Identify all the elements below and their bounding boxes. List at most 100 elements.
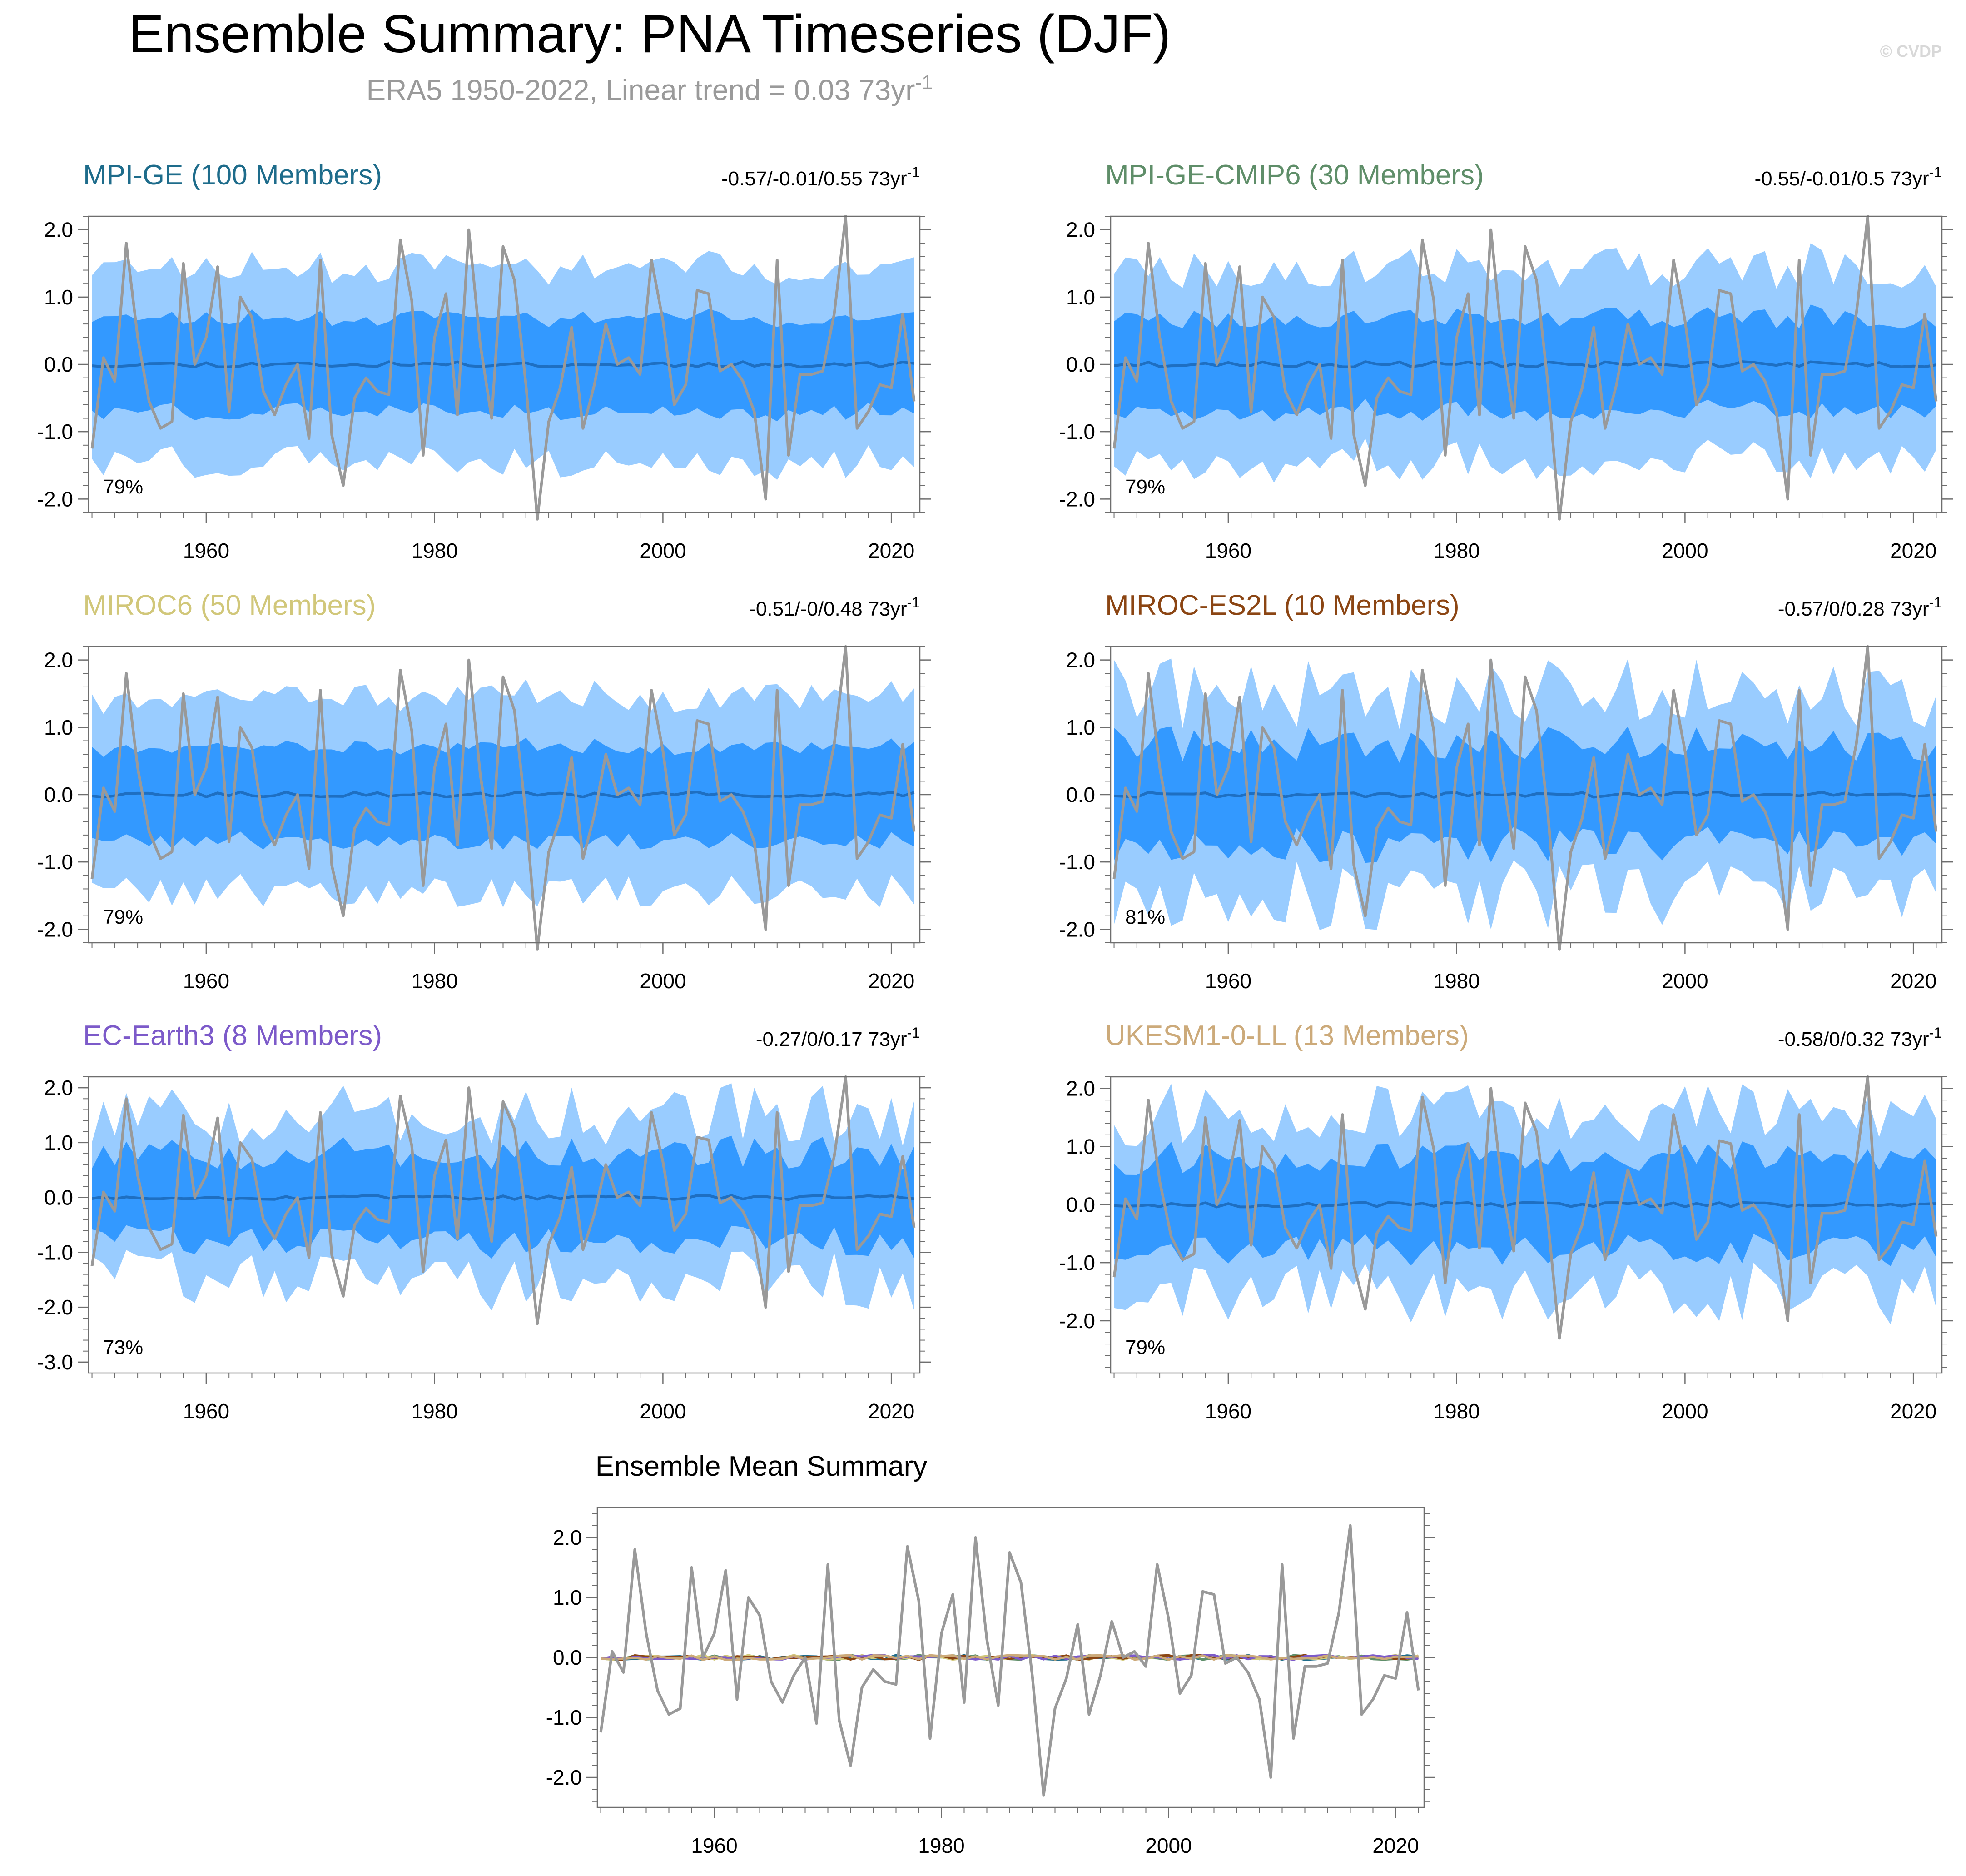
panel-trend-superscript: -1 <box>1929 1025 1942 1041</box>
panel-6-ytick-label: -1.0 <box>1059 1251 1095 1274</box>
summary-xtick-label: 2020 <box>1372 1834 1419 1857</box>
panel-1-xtick-label: 2000 <box>640 539 686 562</box>
panel-trend: -0.57/0/0.28 73yr-1 <box>1778 594 1942 620</box>
panel-3-xtick-label: 1980 <box>411 969 457 993</box>
panel-trend-text: -0.57/-0.01/0.55 73yr <box>721 168 907 190</box>
panel-trend-text: -0.57/0/0.28 73yr <box>1778 598 1929 620</box>
panel-trend: -0.55/-0.01/0.5 73yr-1 <box>1755 164 1942 190</box>
panel-2-xtick-label: 2000 <box>1662 539 1708 562</box>
panel-2-ytick-label: 1.0 <box>1066 285 1095 309</box>
ensemble-panel-4: 2.0 1.0 0.0 -1.0 -2.0 1960 1980 2000 2020 MIROC-E… <box>1059 590 1953 993</box>
panel-trend-text: -0.55/-0.01/0.5 73yr <box>1755 168 1929 190</box>
observed-line <box>1112 645 1938 951</box>
panel-trend-superscript: -1 <box>1929 164 1942 180</box>
ensemble-mean-line <box>1114 791 1936 799</box>
panel-trend-text: -0.51/-0/0.48 73yr <box>749 598 907 620</box>
panel-2-ytick-label: -2.0 <box>1059 487 1095 511</box>
panel-trend-superscript: -1 <box>907 1025 920 1041</box>
summary-ytick-label: 0.0 <box>553 1646 582 1669</box>
summary-observed-line <box>599 1524 1420 1797</box>
panel-1-ytick-label: 1.0 <box>44 285 73 309</box>
panel-4-xtick-label: 1980 <box>1433 969 1479 993</box>
ensemble-panel-1: 2.0 1.0 0.0 -1.0 -2.0 1960 1980 2000 2020 MPI-GE … <box>37 159 931 562</box>
panel-3-xtick-label: 1960 <box>183 969 229 993</box>
panel-1-xtick-label: 1960 <box>183 539 229 562</box>
panel-5-xtick-label: 2020 <box>868 1399 914 1423</box>
panel-6-xtick-label: 1960 <box>1205 1399 1251 1423</box>
summary-title: Ensemble Mean Summary <box>596 1451 928 1482</box>
summary-xtick-label: 2000 <box>1145 1834 1192 1857</box>
panel-title: MPI-GE-CMIP6 (30 Members) <box>1105 159 1484 191</box>
inner-spread-band <box>1114 1141 1936 1266</box>
panel-5-xtick-label: 1960 <box>183 1399 229 1423</box>
panel-2-ytick-label: -1.0 <box>1059 420 1095 443</box>
panel-trend: -0.51/-0/0.48 73yr-1 <box>749 594 920 620</box>
panels-group: 2.0 1.0 0.0 -1.0 -2.0 1960 1980 2000 2020 MPI-GE … <box>37 159 1953 1423</box>
panel-title: MPI-GE (100 Members) <box>83 159 382 191</box>
summary-ytick-label: 1.0 <box>553 1586 582 1609</box>
panel-1-xtick-label: 1980 <box>411 539 457 562</box>
subtitle-text: ERA5 1950-2022, Linear trend = 0.03 73yr <box>366 74 915 106</box>
summary-ytick-label: -2.0 <box>546 1766 582 1789</box>
panel-title: UKESM1-0-LL (13 Members) <box>1105 1020 1469 1051</box>
ensemble-panel-2: 2.0 1.0 0.0 -1.0 -2.0 1960 1980 2000 2020 MPI-GE-… <box>1059 159 1953 562</box>
inner-spread-band <box>1114 726 1936 863</box>
panel-percent: 79% <box>1125 476 1165 498</box>
panel-6-xtick-label: 1980 <box>1433 1399 1479 1423</box>
panel-4-xtick-label: 1960 <box>1205 969 1251 993</box>
panel-trend-text: -0.27/0/0.17 73yr <box>756 1028 907 1050</box>
figure-subtitle: ERA5 1950-2022, Linear trend = 0.03 73yr… <box>366 71 933 106</box>
panel-1-xtick-label: 2020 <box>868 539 914 562</box>
panel-5-ytick-label: 2.0 <box>44 1076 73 1100</box>
panel-title: EC-Earth3 (8 Members) <box>83 1020 382 1051</box>
panel-trend: -0.58/0/0.32 73yr-1 <box>1778 1025 1942 1050</box>
panel-title: MIROC-ES2L (10 Members) <box>1105 590 1460 621</box>
panel-4-xtick-label: 2020 <box>1890 969 1936 993</box>
panel-trend: -0.27/0/0.17 73yr-1 <box>756 1025 920 1050</box>
panel-trend-superscript: -1 <box>1929 594 1942 611</box>
panel-2-xtick-label: 2020 <box>1890 539 1936 562</box>
panel-2-xtick-label: 1980 <box>1433 539 1479 562</box>
panel-3-xtick-label: 2020 <box>868 969 914 993</box>
panel-3-ytick-label: 1.0 <box>44 716 73 739</box>
panel-2-ytick-label: 0.0 <box>1066 353 1095 376</box>
panel-3-xtick-label: 2000 <box>640 969 686 993</box>
panel-trend: -0.57/-0.01/0.55 73yr-1 <box>721 164 920 190</box>
panel-1-ytick-label: 2.0 <box>44 218 73 242</box>
panel-6-frame <box>1110 1076 1943 1374</box>
panel-6-ytick-label: -2.0 <box>1059 1309 1095 1333</box>
panel-trend-text: -0.58/0/0.32 73yr <box>1778 1028 1929 1050</box>
panel-4-ytick-label: -1.0 <box>1059 850 1095 874</box>
summary-panel: 2.0 1.0 0.0 -1.0 -2.0 1960 1980 2000 2020 Ensembl… <box>546 1451 1435 1857</box>
inner-spread-band <box>1114 304 1936 422</box>
panel-percent: 73% <box>103 1336 143 1358</box>
subtitle-superscript: -1 <box>915 71 933 94</box>
panel-4-ytick-label: 0.0 <box>1066 783 1095 806</box>
panel-3-ytick-label: 0.0 <box>44 783 73 806</box>
panel-5-ytick-label: -2.0 <box>37 1295 73 1319</box>
panel-trend-superscript: -1 <box>907 594 920 611</box>
summary-ytick-label: 2.0 <box>553 1526 582 1549</box>
panel-4-xtick-label: 2000 <box>1662 969 1708 993</box>
panel-3-ytick-label: -1.0 <box>37 850 73 874</box>
summary-xtick-label: 1960 <box>691 1834 737 1857</box>
panel-2-ytick-label: 2.0 <box>1066 218 1095 242</box>
panel-5-ytick-label: -3.0 <box>37 1350 73 1374</box>
panel-percent: 79% <box>103 906 143 928</box>
ensemble-mean-line <box>92 360 914 368</box>
panel-6-xtick-label: 2000 <box>1662 1399 1708 1423</box>
panel-5-xtick-label: 2000 <box>640 1399 686 1423</box>
copyright-watermark: © CVDP <box>1880 42 1942 60</box>
panel-5-ytick-label: -1.0 <box>37 1240 73 1264</box>
panel-5-xtick-label: 1980 <box>411 1399 457 1423</box>
panel-3-ytick-label: 2.0 <box>44 648 73 672</box>
panel-title: MIROC6 (50 Members) <box>83 590 376 621</box>
ensemble-panel-3: 2.0 1.0 0.0 -1.0 -2.0 1960 1980 2000 2020 MIROC6 … <box>37 590 931 993</box>
summary-ytick-label: -1.0 <box>546 1706 582 1729</box>
ensemble-panel-5: 2.0 1.0 0.0 -1.0 -2.0 -3.0 1960 1980 2000 2020 EC-… <box>37 1020 931 1423</box>
observed-line <box>1112 1075 1938 1340</box>
panel-5-frame <box>88 1076 921 1374</box>
inner-spread-band <box>92 737 914 850</box>
panel-5-ytick-label: 1.0 <box>44 1131 73 1154</box>
panel-trend-superscript: -1 <box>907 164 920 180</box>
